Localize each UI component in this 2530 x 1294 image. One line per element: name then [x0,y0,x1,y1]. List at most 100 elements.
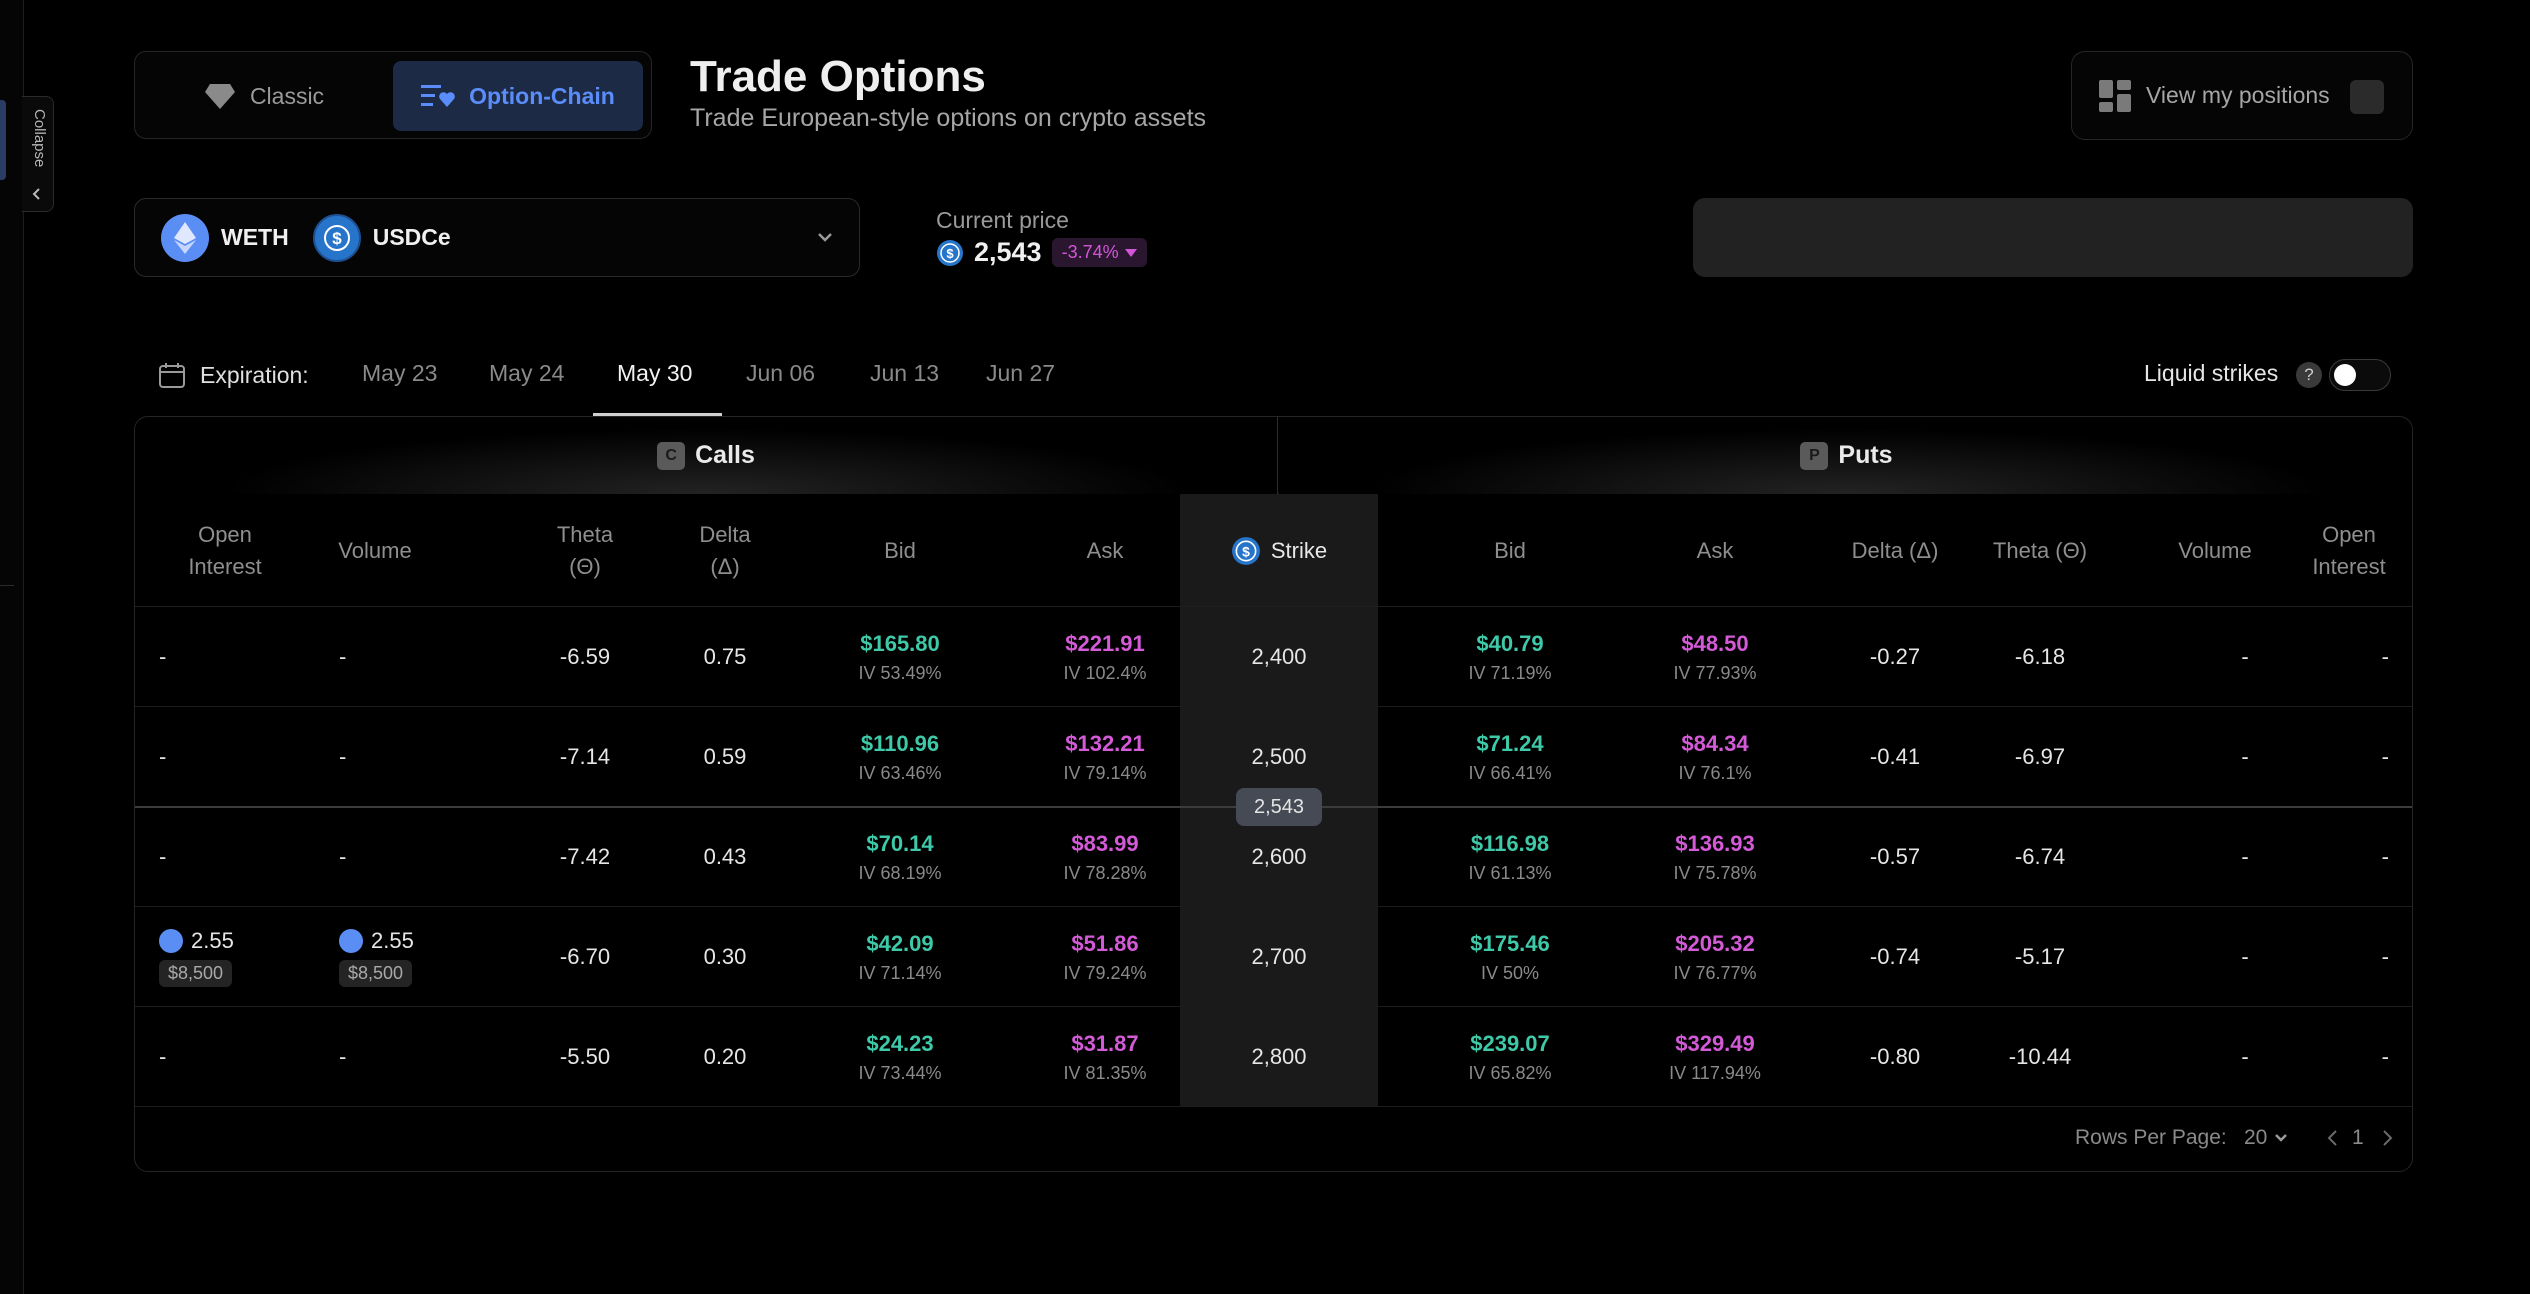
collapse-button[interactable]: Collapse [22,96,54,212]
col-header-open-interest[interactable]: Open Interest [188,521,262,579]
call-ask[interactable]: $221.91 IV 102.4% [1005,607,1205,707]
call-bid-iv: IV 73.44% [858,1062,942,1083]
expiration-tab[interactable]: Jun 13 [870,360,940,386]
expiration-tab[interactable]: Jun 06 [746,360,816,386]
call-bid[interactable]: $24.23 IV 73.44% [800,1007,1000,1107]
current-price-value: 2,543 [974,237,1042,267]
put-bid[interactable]: $116.98 IV 61.13% [1410,807,1610,907]
col-header-put-ask[interactable]: Ask [1696,537,1734,563]
expiration-tab[interactable]: May 23 [362,360,438,386]
diamond-icon [204,84,235,109]
current-price-label: Current price [936,207,1069,233]
expiration-label: Expiration: [200,361,309,388]
option-chain-mode-button[interactable]: Option-Chain [393,61,643,131]
call-ask[interactable]: $31.87 IV 81.35% [1005,1007,1205,1107]
put-delta: -0.27 [1815,607,1975,707]
view-positions-button[interactable]: View my positions [2071,51,2413,140]
chevron-right-icon[interactable] [2379,1128,2395,1148]
put-theta: -5.17 [1975,907,2105,1007]
expiration-tab[interactable]: May 24 [489,360,565,386]
expiration-tab-active[interactable]: May 30 [617,360,693,386]
call-ask-iv: IV 78.28% [1063,862,1147,883]
col-header-theta[interactable]: Theta (Θ) [556,521,614,579]
strike-value: 2,600 [1251,844,1307,869]
call-ask[interactable]: $51.86 IV 79.24% [1005,907,1205,1007]
col-header-put-bid[interactable]: Bid [1494,537,1526,563]
col-header-put-theta[interactable]: Theta (Θ) [1992,537,2088,563]
put-open-interest-value: - [2381,944,2389,969]
call-bid-price: $70.14 [866,830,934,856]
put-theta-value: -6.18 [2014,644,2066,669]
table-sides: C Calls P Puts [135,417,2412,494]
strike: 2,500 [1180,707,1378,807]
put-theta-value: -6.74 [2014,844,2066,869]
call-delta: 0.43 [660,807,790,907]
classic-mode-button[interactable]: Classic [144,61,384,131]
page-subtitle: Trade European-style options on crypto a… [690,104,1207,132]
pair-selector[interactable]: WETH $ USDCe [134,198,860,277]
rows-per-page-select[interactable]: 20 [2244,1126,2289,1150]
col-header-put-delta[interactable]: Delta (Δ) [1851,537,1939,563]
page-title: Trade Options [690,52,986,101]
dashboard-icon [2099,79,2131,112]
collapse-label: Collapse [31,109,48,168]
col-header-put-volume[interactable]: Volume [2178,537,2252,563]
put-bid[interactable]: $239.07 IV 65.82% [1410,1007,1610,1107]
put-bid-price: $239.07 [1470,1030,1550,1056]
put-ask-price: $329.49 [1675,1030,1755,1056]
put-ask[interactable]: $205.32 IV 76.77% [1615,907,1815,1007]
call-volume-amount: 2.55 [371,927,414,953]
put-bid-price: $71.24 [1476,730,1544,756]
call-open-interest-usd: $8,500 [159,959,233,987]
put-open-interest: - [2285,907,2412,1007]
calls-badge-icon: C [657,441,686,470]
call-bid[interactable]: $165.80 IV 53.49% [800,607,1000,707]
call-delta: 0.30 [660,907,790,1007]
expiration-tab[interactable]: Jun 27 [986,360,1056,386]
puts-header: P Puts [1279,417,2412,494]
table-row[interactable]: - - -6.59 0.75 $165.80 IV 53.49% $221.91 IV 102… [135,607,2412,707]
col-header-call-ask[interactable]: Ask [1086,537,1124,563]
call-bid[interactable]: $70.14 IV 68.19% [800,807,1000,907]
put-delta-value: -0.57 [1869,844,1921,869]
col-header-delta[interactable]: Delta (Δ) [699,521,751,579]
rail-divider [0,585,14,586]
call-ask[interactable]: $83.99 IV 78.28% [1005,807,1205,907]
table-row[interactable]: 2.55 $8,500 2.55 $8,500 -6.70 0.30 $42.09 IV 71… [135,907,2412,1007]
page-number[interactable]: 1 [2352,1126,2364,1149]
table-row[interactable]: - - -7.42 0.43 $70.14 IV 68.19% $83.99 IV 78.28… [135,807,2412,907]
put-volume-value: - [2241,944,2249,969]
put-bid[interactable]: $71.24 IV 66.41% [1410,707,1610,807]
liquid-strikes-toggle[interactable] [2329,359,2391,391]
call-bid-price: $165.80 [860,630,940,656]
strike-value: 2,500 [1251,744,1307,769]
put-ask[interactable]: $329.49 IV 117.94% [1615,1007,1815,1107]
col-header-call-bid[interactable]: Bid [884,537,916,563]
col-header-put-open-interest[interactable]: Open Interest [2312,521,2386,579]
view-mode-switch: Classic Option-Chain [134,51,652,139]
put-ask[interactable]: $136.93 IV 75.78% [1615,807,1815,907]
put-bid-iv: IV 61.13% [1468,862,1552,883]
call-bid[interactable]: $42.09 IV 71.14% [800,907,1000,1007]
put-ask-iv: IV 117.94% [1669,1062,1761,1083]
col-header-strike[interactable]: $ Strike [1180,494,1378,607]
put-bid[interactable]: $175.46 IV 50% [1410,907,1610,1007]
col-header-volume[interactable]: Volume [338,537,412,563]
help-icon[interactable]: ? [2296,362,2322,388]
caret-down-icon [1124,248,1137,257]
call-bid[interactable]: $110.96 IV 63.46% [800,707,1000,807]
strike-value: 2,700 [1251,944,1307,969]
call-theta: -6.59 [510,607,660,707]
put-ask[interactable]: $84.34 IV 76.1% [1615,707,1815,807]
put-ask[interactable]: $48.50 IV 77.93% [1615,607,1815,707]
strike: 2,400 [1180,607,1378,707]
chevron-left-icon[interactable] [2325,1128,2341,1148]
call-ask[interactable]: $132.21 IV 79.14% [1005,707,1205,807]
put-bid[interactable]: $40.79 IV 71.19% [1410,607,1610,707]
classic-mode-label: Classic [249,82,325,109]
call-ask-price: $83.99 [1071,830,1139,856]
table-row[interactable]: - - -5.50 0.20 $24.23 IV 73.44% $31.87 IV 81.35… [135,1007,2412,1107]
usdc-strike-icon: $ [1231,536,1260,565]
call-theta: -5.50 [510,1007,660,1107]
put-ask-iv: IV 76.1% [1678,762,1752,783]
